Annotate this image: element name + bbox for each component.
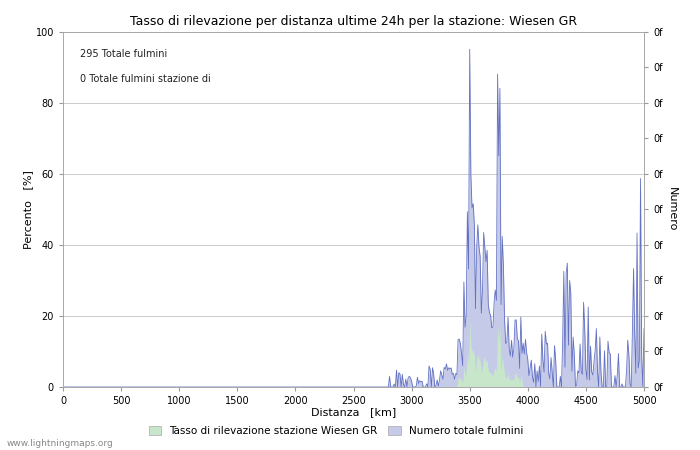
X-axis label: Distanza   [km]: Distanza [km] xyxy=(311,407,396,418)
Y-axis label: Percento   [%]: Percento [%] xyxy=(23,170,33,249)
Text: 295 Totale fulmini: 295 Totale fulmini xyxy=(80,50,168,59)
Legend: Tasso di rilevazione stazione Wiesen GR, Numero totale fulmini: Tasso di rilevazione stazione Wiesen GR,… xyxy=(144,422,528,440)
Text: www.lightningmaps.org: www.lightningmaps.org xyxy=(7,439,113,448)
Title: Tasso di rilevazione per distanza ultime 24h per la stazione: Wiesen GR: Tasso di rilevazione per distanza ultime… xyxy=(130,14,577,27)
Text: 0 Totale fulmini stazione di: 0 Totale fulmini stazione di xyxy=(80,74,211,84)
Y-axis label: Numero: Numero xyxy=(666,187,676,231)
